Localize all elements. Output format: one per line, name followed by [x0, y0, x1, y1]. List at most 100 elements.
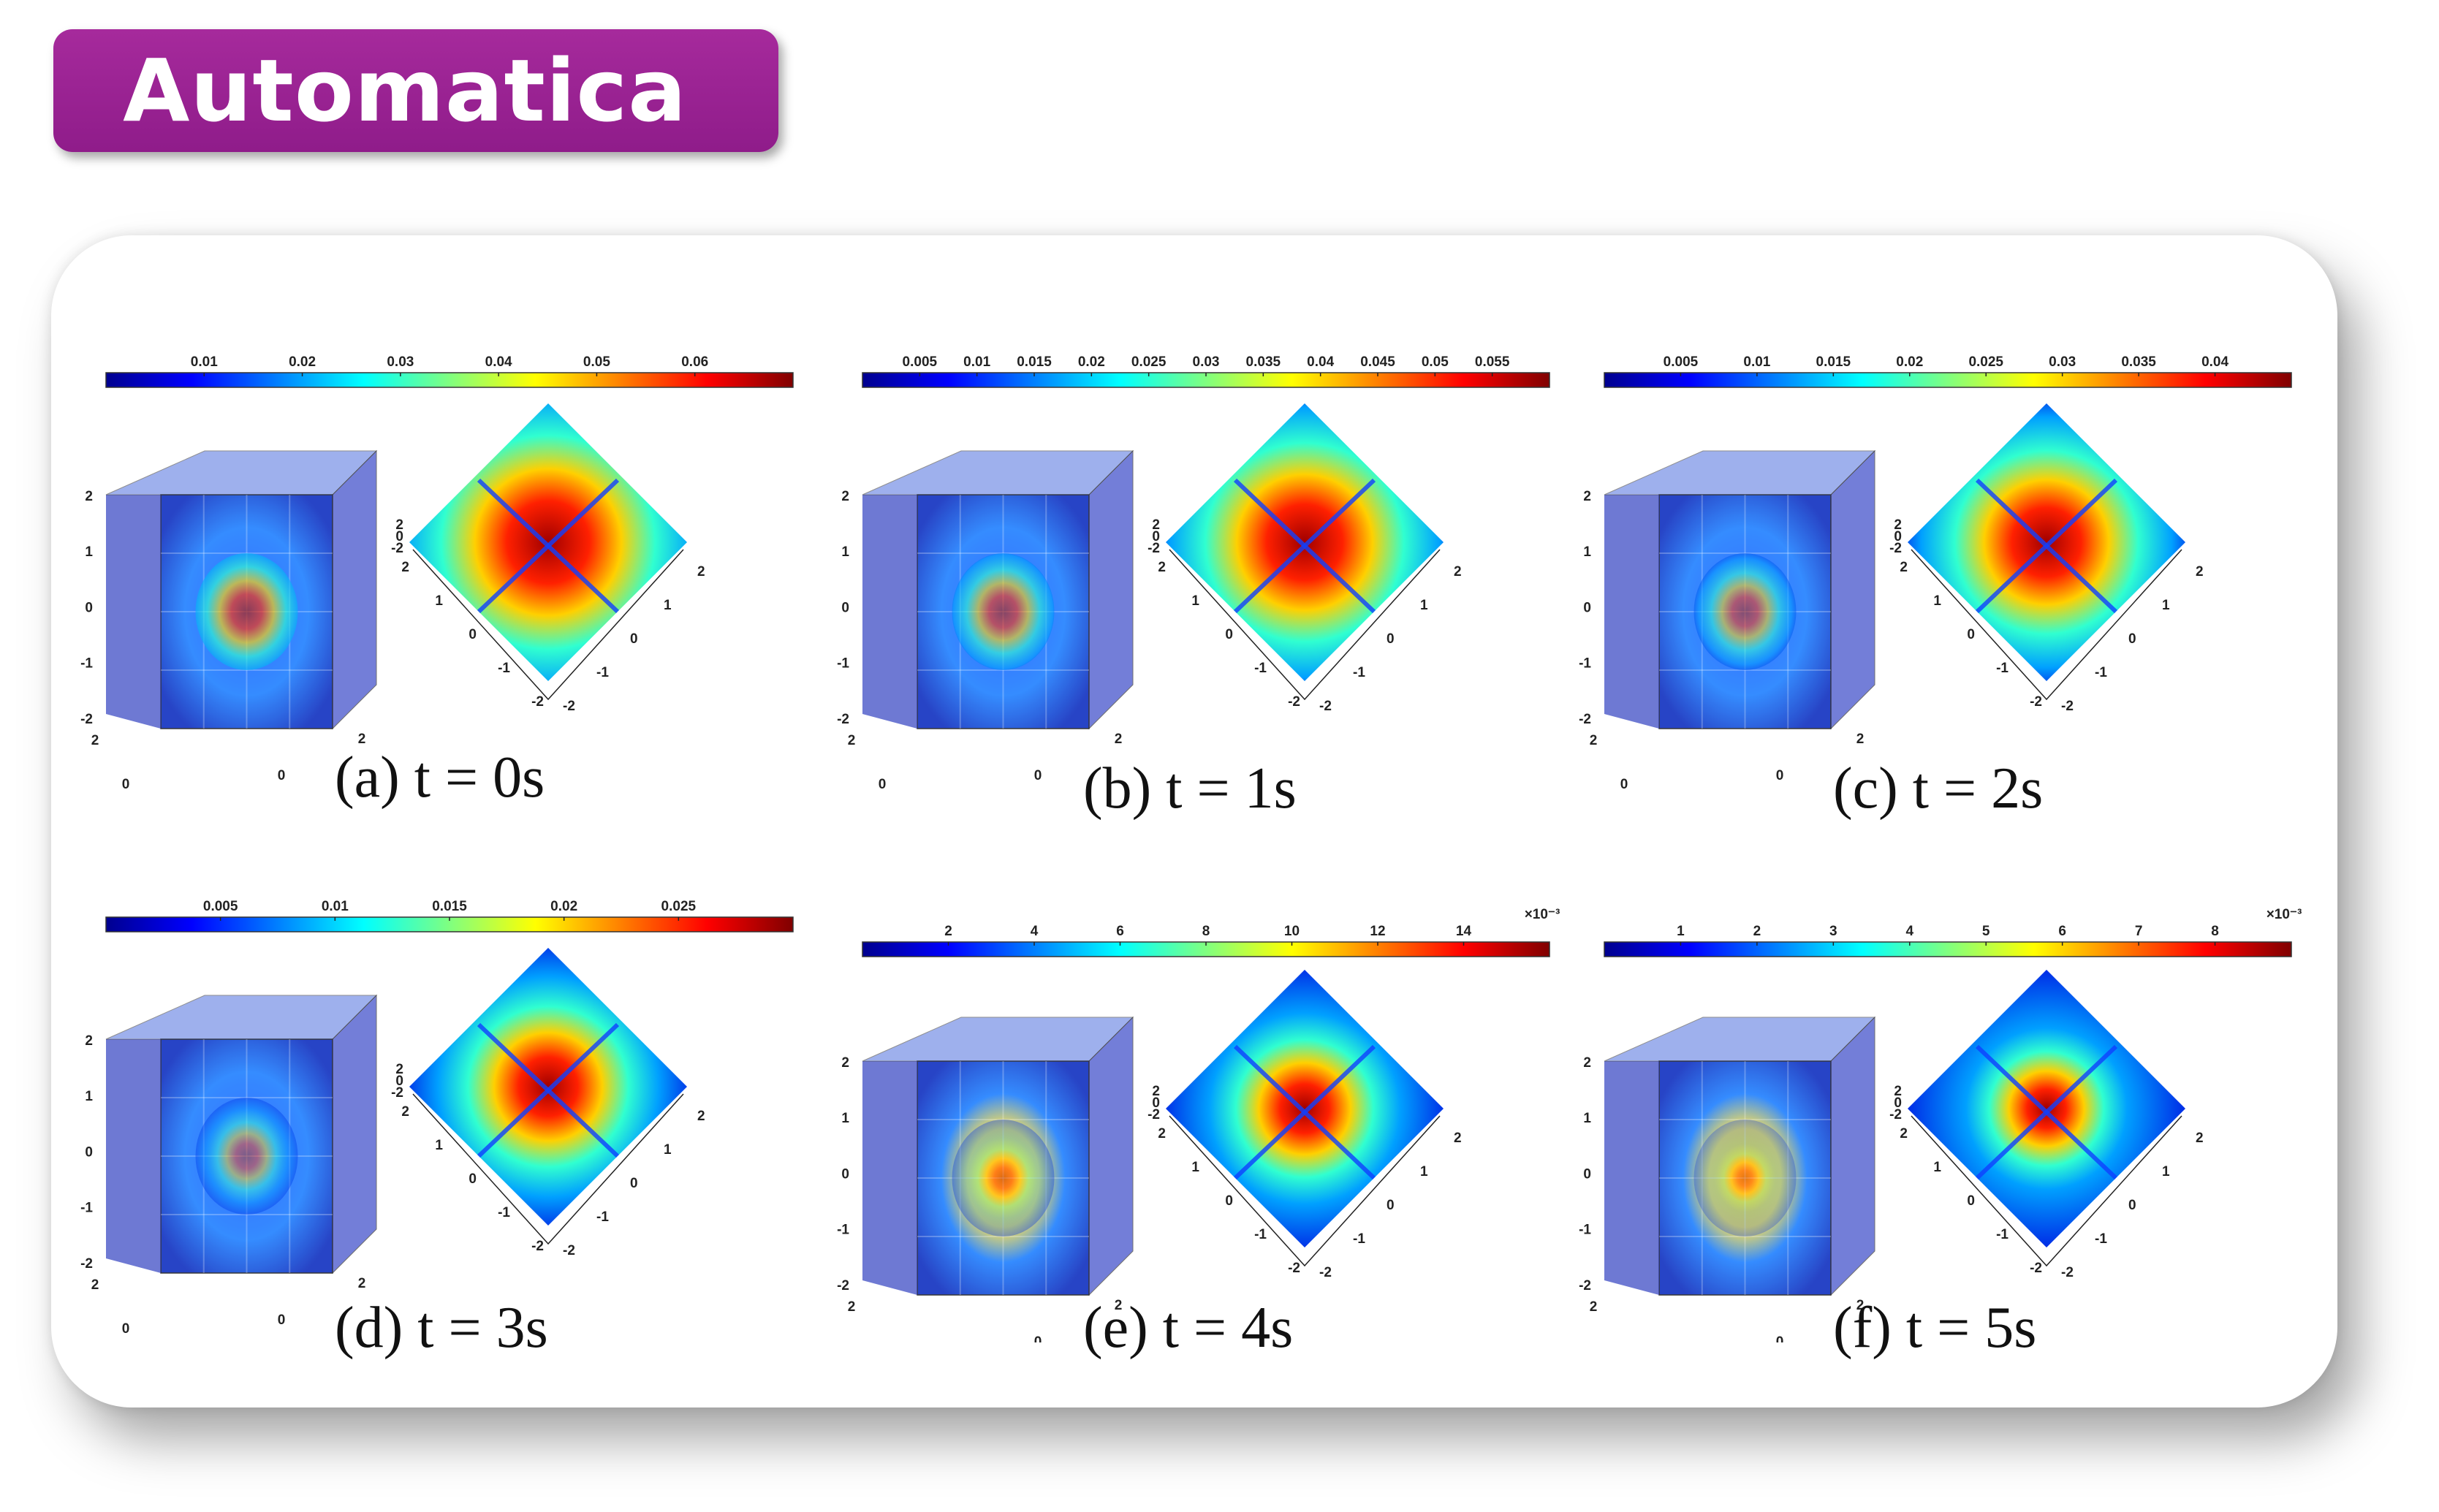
slice-plane — [1908, 970, 2185, 1247]
slice-z-tick: -2 — [1148, 541, 1160, 556]
cube-z-tick: 1 — [85, 544, 93, 560]
slice-x-tick: -2 — [1288, 1261, 1300, 1276]
cube-x-tick: 0 — [122, 1321, 130, 1337]
slice-x-tick: -1 — [1254, 1227, 1267, 1242]
colorbar-tick-label: 0.01 — [1743, 354, 1770, 370]
subfigure-e: 2468101214×10⁻³210-1-220-2-20220-2210-1-… — [808, 860, 1568, 1402]
slice-x-tick: -1 — [1996, 661, 2009, 676]
cube-y-tick: 0 — [278, 768, 286, 783]
colorbar-tick-label: 0.015 — [1816, 354, 1851, 370]
slice-z-tick: 0 — [395, 529, 403, 544]
slice-y-tick: -1 — [2095, 665, 2107, 680]
slice-y-tick: -2 — [2061, 1265, 2074, 1280]
slice-x-tick: -2 — [531, 694, 544, 710]
slice-x-tick: 2 — [401, 560, 409, 575]
slice-z-tick: 0 — [1894, 529, 1902, 544]
colorbar-tick-label: 0.055 — [1475, 354, 1510, 370]
subfigure-b: 0.005 0.01 0.015 0.02 0.025 0.03 0.035 0.04 0.04… — [808, 316, 1568, 836]
colorbar-tick-label: 0.05 — [1422, 354, 1449, 370]
colorbar — [105, 372, 794, 388]
colorbar-tick-label: 8 — [1202, 924, 1210, 939]
cube-z-tick: 1 — [1583, 1111, 1591, 1126]
cube-z-tick: 2 — [1583, 1055, 1591, 1071]
slice-y-tick: -2 — [1319, 699, 1332, 714]
slice-x-tick: 0 — [1225, 1193, 1233, 1209]
slice-x-tick: 2 — [1900, 560, 1908, 575]
slice-y-tick: -1 — [1353, 1231, 1365, 1247]
slice-x-tick: -2 — [2030, 1261, 2042, 1276]
colorbar-tick-label: 4 — [1905, 924, 1913, 939]
colorbar-tick-label: 0.03 — [387, 354, 414, 370]
cube-y-tick: 2 — [358, 732, 366, 747]
slice-x-tick: -2 — [2030, 694, 2042, 710]
colorbar-tick-label: 0.01 — [322, 899, 349, 914]
slice-y-tick: 2 — [697, 564, 705, 580]
colorbar-tick-label: 0.005 — [1664, 354, 1699, 370]
cube-plot: 210-1-220-2-202 — [80, 994, 378, 1380]
slice-y-tick: -2 — [1319, 1265, 1332, 1280]
slice-z-tick: -2 — [1148, 1107, 1160, 1122]
slice-plane — [1908, 403, 2185, 681]
cube-z-tick: 2 — [85, 489, 93, 504]
cube-y-tick: 2 — [1856, 732, 1865, 747]
slice-z-tick: 0 — [395, 1074, 403, 1089]
slice-x-tick: -1 — [498, 1205, 510, 1220]
slice-y-tick: 0 — [630, 1176, 638, 1191]
colorbar — [1604, 941, 2292, 957]
colorbar-tick-label: 0.04 — [485, 354, 512, 370]
cube-y-tick: 2 — [1856, 1298, 1865, 1313]
colorbar-tick-label: 0.035 — [2121, 354, 2156, 370]
colorbar-tick-label: 1 — [1677, 924, 1685, 939]
slice-y-tick: -2 — [563, 699, 575, 714]
subfigure-svg: 2468101214×10⁻³210-1-220-2-20220-2210-1-… — [837, 907, 1560, 1402]
cube-y-tick: 0 — [1776, 768, 1784, 783]
caption-f: (f) t = 5s — [1833, 1296, 2037, 1360]
colorbar-tick-label: 0.005 — [203, 899, 238, 914]
cube-z-tick: -1 — [1579, 1223, 1591, 1238]
slice-x-tick: 1 — [435, 1138, 443, 1153]
slice-x-tick: -1 — [1996, 1227, 2009, 1242]
slice-y-tick: 2 — [2196, 564, 2204, 580]
cube-y-tick: 2 — [358, 1276, 366, 1291]
cube-plot: 210-1-220-2-202 — [1579, 1016, 1876, 1402]
cube-x-tick: 0 — [1620, 777, 1628, 792]
slice-x-tick: 0 — [469, 627, 477, 642]
slice-y-tick: 1 — [2162, 598, 2170, 613]
slice-y-tick: 2 — [1454, 564, 1462, 580]
slice-plane — [1166, 403, 1444, 681]
slice-y-tick: -1 — [2095, 1231, 2107, 1247]
slice-y-tick: -1 — [596, 665, 609, 680]
slice-y-tick: -1 — [1353, 665, 1365, 680]
slice-x-tick: 2 — [401, 1104, 409, 1120]
cube-plot: 210-1-220-2-202 — [837, 1016, 1134, 1402]
colorbar-tick-label: 0.02 — [1896, 354, 1923, 370]
slice-plane — [409, 948, 687, 1226]
slice-z-tick: -2 — [391, 1085, 403, 1101]
colorbar-tick-label: 0.01 — [963, 354, 990, 370]
subfigure-svg: 0.0050.010.0150.020.025210-1-220-2-20220… — [80, 899, 794, 1380]
colorbar-tick-label: 0.02 — [1078, 354, 1105, 370]
slice-x-tick: 2 — [1158, 560, 1166, 575]
slice-y-tick: -2 — [2061, 699, 2074, 714]
cube-z-tick: -2 — [80, 712, 93, 727]
cube-z-tick: 2 — [841, 489, 849, 504]
cube-y-tick: 0 — [1034, 1334, 1042, 1342]
colorbar-tick-label: 12 — [1370, 924, 1385, 939]
slice-x-tick: 1 — [1191, 593, 1199, 609]
slice-y-tick: 0 — [2128, 1198, 2136, 1213]
colorbar-tick-label: 6 — [1116, 924, 1124, 939]
colorbar-tick-label: 3 — [1829, 924, 1837, 939]
slice-x-tick: -2 — [1288, 694, 1300, 710]
subfigure-c: 0.005 0.01 0.015 0.02 0.025 0.03 0.035 0.04 2 1 0-… — [1549, 316, 2310, 836]
cube-x-tick: 2 — [848, 1299, 856, 1315]
slice-z-tick: 0 — [1152, 1095, 1160, 1111]
slice-z-tick: 2 — [1152, 517, 1160, 533]
slice-plane — [1166, 970, 1444, 1247]
slice-y-tick: 2 — [2196, 1131, 2204, 1146]
slice-z-tick: -2 — [391, 541, 403, 556]
colorbar-tick-label: 10 — [1284, 924, 1300, 939]
cube-z-tick: 0 — [841, 1166, 849, 1182]
colorbar-tick-label: 6 — [2058, 924, 2066, 939]
slice-z-tick: 2 — [1894, 517, 1902, 533]
